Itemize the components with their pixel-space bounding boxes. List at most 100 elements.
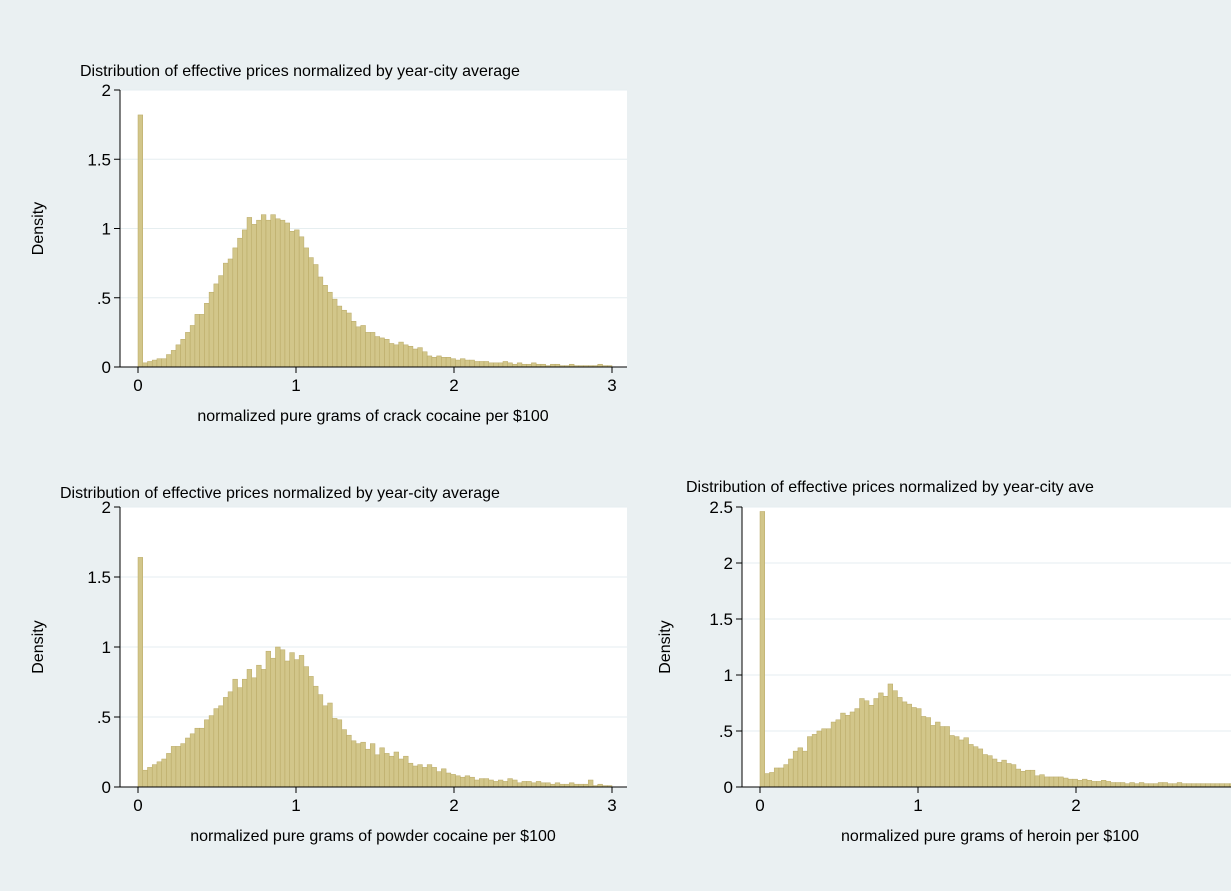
y-tick-label: .5 <box>97 289 111 308</box>
histogram-bar <box>963 737 969 788</box>
y-tick-label: .5 <box>97 708 111 727</box>
histogram-bar <box>554 782 561 788</box>
histogram-bar <box>232 678 238 788</box>
histogram-bar <box>365 332 371 368</box>
histogram-bar <box>355 743 362 788</box>
histogram-bar <box>996 762 1002 788</box>
histogram-bar <box>1214 783 1221 788</box>
histogram-bar <box>1058 776 1064 788</box>
histogram-bar <box>393 751 399 788</box>
histogram-bar <box>237 687 243 788</box>
histogram-bar <box>256 219 262 368</box>
histogram-bar <box>987 755 993 788</box>
histogram-bar <box>531 782 537 788</box>
histogram-bar <box>1034 775 1040 788</box>
histogram-bar <box>322 705 328 788</box>
histogram-bar <box>507 362 513 368</box>
histogram-bar <box>441 768 447 788</box>
histogram-bar <box>1110 782 1116 788</box>
histogram-bar <box>949 735 955 788</box>
histogram-bar <box>374 754 380 788</box>
histogram-bar <box>1229 783 1231 788</box>
histogram-bar <box>531 362 537 368</box>
histogram-bar <box>792 750 799 788</box>
histogram-bar <box>873 698 879 788</box>
histogram-bar <box>360 325 366 368</box>
histogram-bar <box>802 750 808 788</box>
histogram-bar <box>260 214 267 368</box>
histogram-bar <box>417 347 423 368</box>
histogram-bar <box>1001 759 1007 788</box>
histogram-bar <box>223 697 229 788</box>
histogram-bar <box>317 276 324 368</box>
histogram-bar <box>237 237 243 368</box>
histogram-bar <box>332 298 338 368</box>
histogram-bar <box>256 664 262 788</box>
histogram-bar <box>483 361 490 368</box>
histogram-bar <box>260 669 267 788</box>
histogram-bar <box>821 728 827 788</box>
histogram-bar <box>502 361 508 368</box>
histogram-bar <box>540 782 546 788</box>
histogram-bar <box>289 652 295 788</box>
histogram-bar <box>412 765 418 788</box>
y-tick-label: 1.5 <box>709 610 733 629</box>
histogram-bar <box>797 747 803 788</box>
histogram-bars <box>759 511 1231 788</box>
histogram-bar <box>1063 777 1069 788</box>
histogram-bar <box>1025 769 1031 788</box>
x-tick-label: 1 <box>291 796 300 815</box>
histogram-bar <box>769 772 775 788</box>
histogram-bar <box>939 726 946 788</box>
histogram-bar <box>460 776 466 788</box>
histogram-bar <box>811 734 818 788</box>
histogram-bar <box>374 336 380 368</box>
histogram-bar <box>246 217 253 368</box>
histogram-bar <box>166 753 172 788</box>
histogram-bar <box>1172 783 1178 788</box>
histogram-bar <box>1048 776 1055 788</box>
histogram-bar <box>417 764 423 788</box>
histogram-bar <box>1191 783 1197 788</box>
histogram-bar <box>346 734 352 788</box>
x-tick-label: 2 <box>1071 796 1080 815</box>
histogram-bar <box>422 767 428 788</box>
histogram-bar <box>341 309 347 368</box>
histogram-bar <box>213 283 219 368</box>
histogram-bar <box>142 362 148 368</box>
x-tick-label: 0 <box>755 796 764 815</box>
histogram-bar <box>474 361 480 368</box>
histogram-bar <box>445 772 452 788</box>
histogram-bar <box>1053 776 1059 788</box>
histogram-bar <box>944 726 950 788</box>
histogram-bar <box>807 736 813 788</box>
histogram-bar <box>1006 763 1012 788</box>
histogram-bar <box>488 779 494 788</box>
histogram-bar <box>464 775 471 788</box>
histogram-bar <box>840 712 846 788</box>
histogram-bar <box>1138 782 1145 788</box>
histogram-bar <box>327 291 333 368</box>
histogram-bar <box>436 771 442 788</box>
histogram-bar <box>512 779 518 788</box>
histogram-bar <box>502 781 508 788</box>
histogram-bar <box>455 359 461 368</box>
histogram-bar <box>185 737 191 788</box>
histogram-bar <box>403 755 409 788</box>
histogram-bar <box>1091 781 1097 788</box>
y-axis-label: Density <box>657 620 674 673</box>
histogram-bar <box>332 718 338 788</box>
histogram-bar <box>1072 778 1078 788</box>
histogram-bar <box>982 754 988 788</box>
histogram-bar <box>227 258 234 368</box>
histogram-bar <box>479 361 485 368</box>
histogram-bar <box>1129 782 1135 788</box>
histogram-bar <box>232 247 238 368</box>
histogram-bar <box>208 715 215 788</box>
histogram-bar <box>1101 780 1107 788</box>
histogram-bar <box>1205 783 1211 788</box>
histogram-bar <box>441 357 447 368</box>
histogram-bar <box>137 114 143 368</box>
histogram-bar <box>294 229 300 368</box>
